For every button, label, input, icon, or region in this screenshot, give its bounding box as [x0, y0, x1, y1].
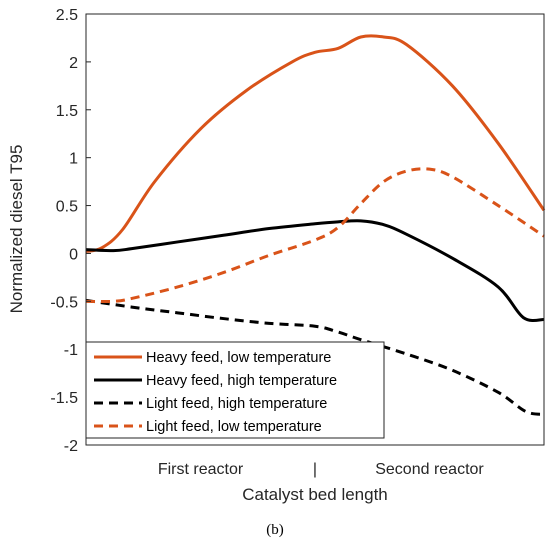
legend: Heavy feed, low temperature Heavy feed, h…	[85, 341, 385, 439]
legend-entries: Heavy feed, low temperature Heavy feed, h…	[94, 350, 337, 435]
x-tick-label: Second reactor	[375, 461, 484, 478]
legend-label: Light feed, high temperature	[146, 396, 327, 412]
x-axis-title: Catalyst bed length	[242, 485, 388, 504]
plot-frame	[85, 13, 545, 446]
y-tick-label: 2.5	[56, 7, 78, 24]
series-line-heavy-feed-low-temperature	[85, 34, 546, 254]
figure-caption: (b)	[266, 522, 284, 538]
y-tick-label: 1.5	[56, 103, 78, 120]
y-tick-label: -1	[64, 342, 78, 359]
series-line-heavy-feed-high-temperature	[85, 219, 545, 323]
y-tick-label: -0.5	[50, 294, 78, 311]
legend-label: Heavy feed, high temperature	[146, 373, 337, 389]
y-axis-ticks: 2.5 2 1.5 1 0.5 0 -0.5 -1 -1.5 -2	[50, 7, 91, 455]
y-axis-title: Normalized diesel T95	[7, 145, 26, 314]
y-tick-label: 2	[69, 55, 78, 72]
x-tick-label: |	[313, 461, 317, 478]
series-layer	[85, 34, 546, 416]
y-tick-label: 1	[69, 151, 78, 168]
y-tick-label: -2	[64, 438, 78, 455]
y-tick-label: 0	[69, 246, 78, 263]
x-axis-ticks: First reactor | Second reactor	[158, 461, 485, 478]
series-line-light-feed-high-temperature	[85, 298, 545, 416]
x-tick-label: First reactor	[158, 461, 244, 478]
legend-label: Heavy feed, low temperature	[146, 350, 331, 366]
y-tick-label: 0.5	[56, 199, 78, 216]
series-line-light-feed-low-temperature	[85, 167, 545, 304]
y-tick-label: -1.5	[50, 390, 78, 407]
legend-label: Light feed, low temperature	[146, 419, 322, 435]
